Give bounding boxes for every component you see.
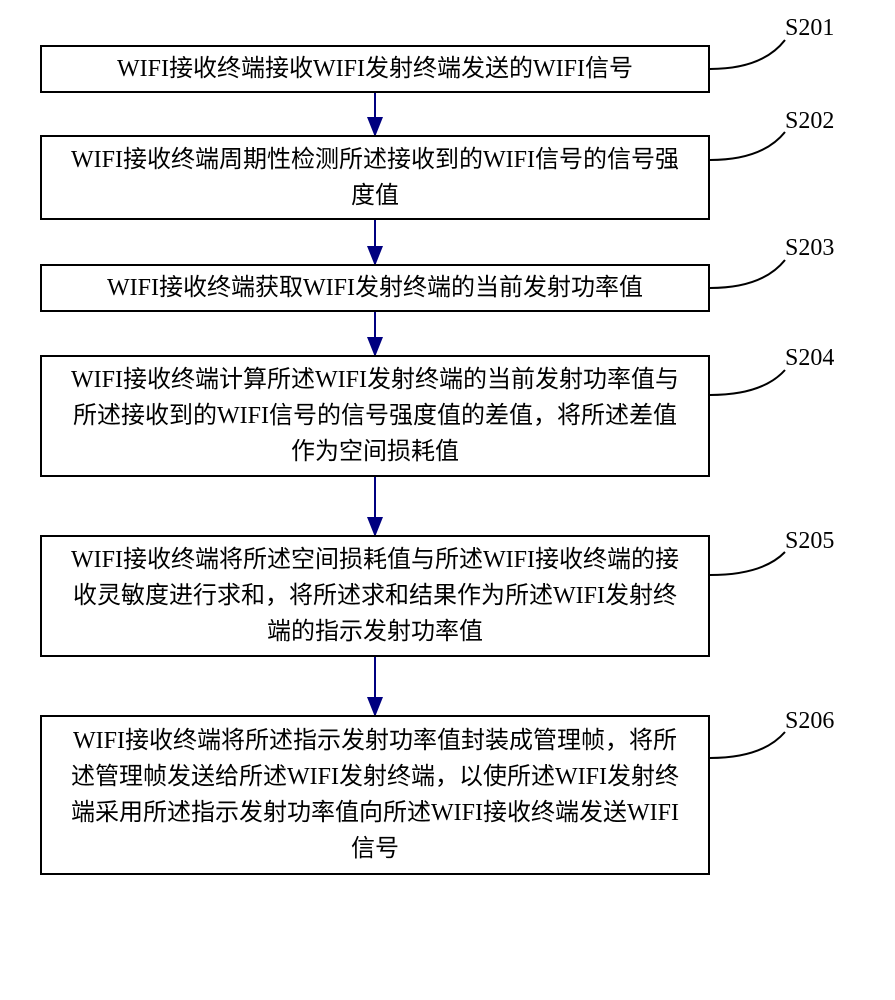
flowchart-step-box: WIFI接收终端周期性检测所述接收到的WIFI信号的信号强度值	[40, 135, 710, 220]
label-connector	[710, 552, 785, 575]
flowchart-container: WIFI接收终端接收WIFI发射终端发送的WIFI信号 S201 WIFI接收终端周…	[0, 0, 895, 1000]
step-text: WIFI接收终端周期性检测所述接收到的WIFI信号的信号强度值	[62, 142, 688, 214]
flowchart-step-box: WIFI接收终端计算所述WIFI发射终端的当前发射功率值与所述接收到的WIFI信…	[40, 355, 710, 477]
step-text: WIFI接收终端将所述指示发射功率值封装成管理帧，将所述管理帧发送给所述WIFI…	[62, 723, 688, 867]
step-label: S206	[785, 708, 834, 735]
flowchart-step-box: WIFI接收终端将所述指示发射功率值封装成管理帧，将所述管理帧发送给所述WIFI…	[40, 715, 710, 875]
step-text: WIFI接收终端计算所述WIFI发射终端的当前发射功率值与所述接收到的WIFI信…	[62, 362, 688, 470]
step-text: WIFI接收终端接收WIFI发射终端发送的WIFI信号	[117, 51, 633, 87]
step-label: S203	[785, 235, 834, 262]
label-connector	[710, 732, 785, 758]
step-label: S202	[785, 108, 834, 135]
flowchart-step-box: WIFI接收终端接收WIFI发射终端发送的WIFI信号	[40, 45, 710, 93]
label-connector	[710, 132, 785, 160]
label-connector	[710, 370, 785, 395]
flowchart-step-box: WIFI接收终端获取WIFI发射终端的当前发射功率值	[40, 264, 710, 312]
step-label: S201	[785, 15, 834, 42]
flowchart-step-box: WIFI接收终端将所述空间损耗值与所述WIFI接收终端的接收灵敏度进行求和，将所…	[40, 535, 710, 657]
step-text: WIFI接收终端将所述空间损耗值与所述WIFI接收终端的接收灵敏度进行求和，将所…	[62, 542, 688, 650]
step-text: WIFI接收终端获取WIFI发射终端的当前发射功率值	[107, 270, 643, 306]
step-label: S204	[785, 345, 834, 372]
label-connector	[710, 260, 785, 288]
label-connector	[710, 40, 785, 69]
step-label: S205	[785, 528, 834, 555]
